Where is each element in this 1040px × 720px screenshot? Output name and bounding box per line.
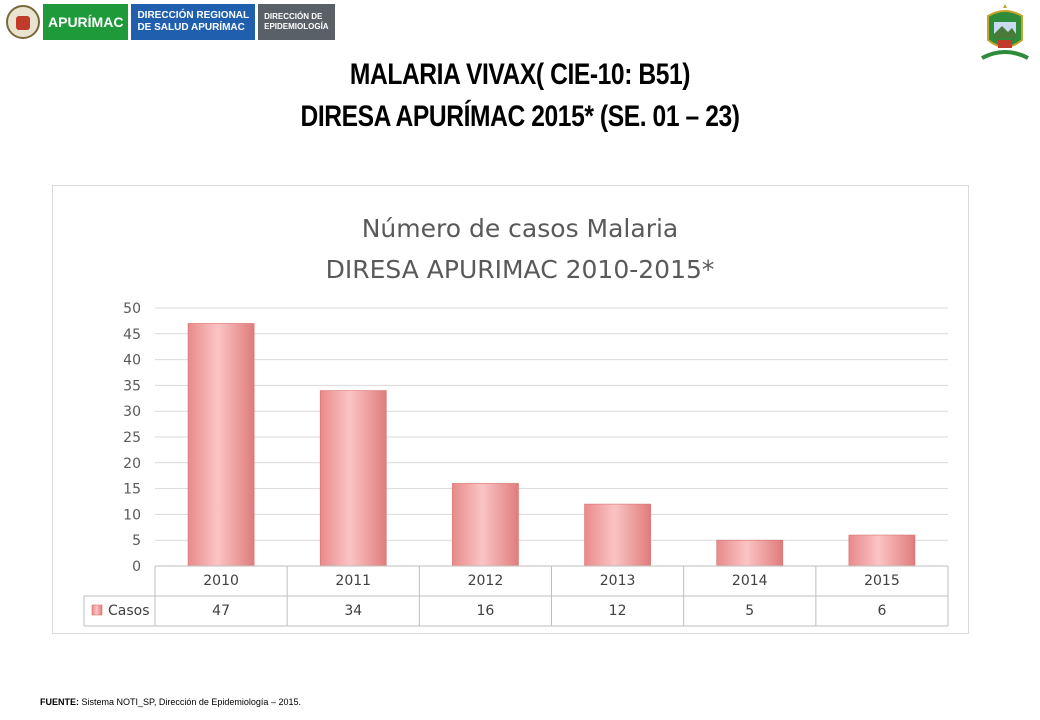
diresa-logo-line2: DE SALUD APURÍMAC [137,22,245,33]
regional-crest-icon [981,4,1029,60]
x-tick-label: 2011 [335,573,371,589]
data-table: 2010 47 2011 34 2012 16 2013 12 2014 5 2015 6 Casos [83,565,949,627]
legend-key [91,604,103,616]
x-tick-label: 2014 [732,573,768,589]
y-tick-label: 5 [132,533,141,549]
bar-2014 [716,539,784,567]
y-tick-label: 0 [132,559,141,575]
data-label: 34 [344,603,362,619]
y-tick-label: 25 [123,430,141,446]
y-tick-label: 20 [123,456,141,472]
data-label: 16 [477,603,495,619]
y-tick-label: 15 [123,482,141,498]
apurimac-logo: APURÍMAC [43,4,129,40]
diresa-logo: DIRECCIÓN REGIONAL DE SALUD APURÍMAC [131,4,256,40]
source-note: FUENTE: Sistema NOTI_SP, Dirección de Ep… [40,697,301,707]
y-tick-label: 30 [123,404,141,420]
data-label: 5 [745,603,754,619]
x-tick-label: 2015 [864,573,900,589]
bar-2010 [187,323,255,567]
x-tick-label: 2012 [468,573,504,589]
bar-2015 [848,534,916,567]
header-logos: APURÍMAC DIRECCIÓN REGIONAL DE SALUD APU… [6,4,335,40]
source-text: Sistema NOTI_SP, Dirección de Epidemiolo… [81,697,301,707]
epi-logo-line2: EPIDEMIOLOGÍA [264,22,329,31]
epi-logo-line1: DIRECCIÓN DE [264,12,323,21]
chart-subtitle: DIRESA APURIMAC 2010-2015* [325,255,715,284]
bar-2011 [319,390,387,567]
gridlines [155,307,948,541]
x-tick-label: 2010 [203,573,239,589]
y-tick-label: 10 [123,507,141,523]
chart-title: Número de casos Malaria [361,214,679,243]
y-tick-label: 35 [123,378,141,394]
y-tick-label: 45 [123,327,141,343]
data-label: 12 [609,603,627,619]
x-tick-label: 2013 [600,573,636,589]
epidemiologia-logo: DIRECCIÓN DE EPIDEMIOLOGÍA [258,4,335,40]
y-tick-label: 40 [123,353,141,369]
page-title-line1: MALARIA VIVAX( CIE-10: B51) [349,58,691,91]
regional-seal-icon [6,5,40,39]
bars [187,323,916,567]
y-tick-label: 50 [123,301,141,317]
bar-2012 [452,483,519,567]
y-axis: 0 5 10 15 20 25 30 35 40 45 50 [123,301,141,575]
data-label: 6 [877,603,886,619]
data-label: 47 [212,603,230,619]
legend-label: Casos [108,603,150,619]
bar-2013 [584,503,651,567]
diresa-logo-line1: DIRECCIÓN REGIONAL [137,10,250,21]
source-label: FUENTE: [40,697,79,707]
page-title-line2: DIRESA APURÍMAC 2015* (SE. 01 – 23) [300,100,740,133]
